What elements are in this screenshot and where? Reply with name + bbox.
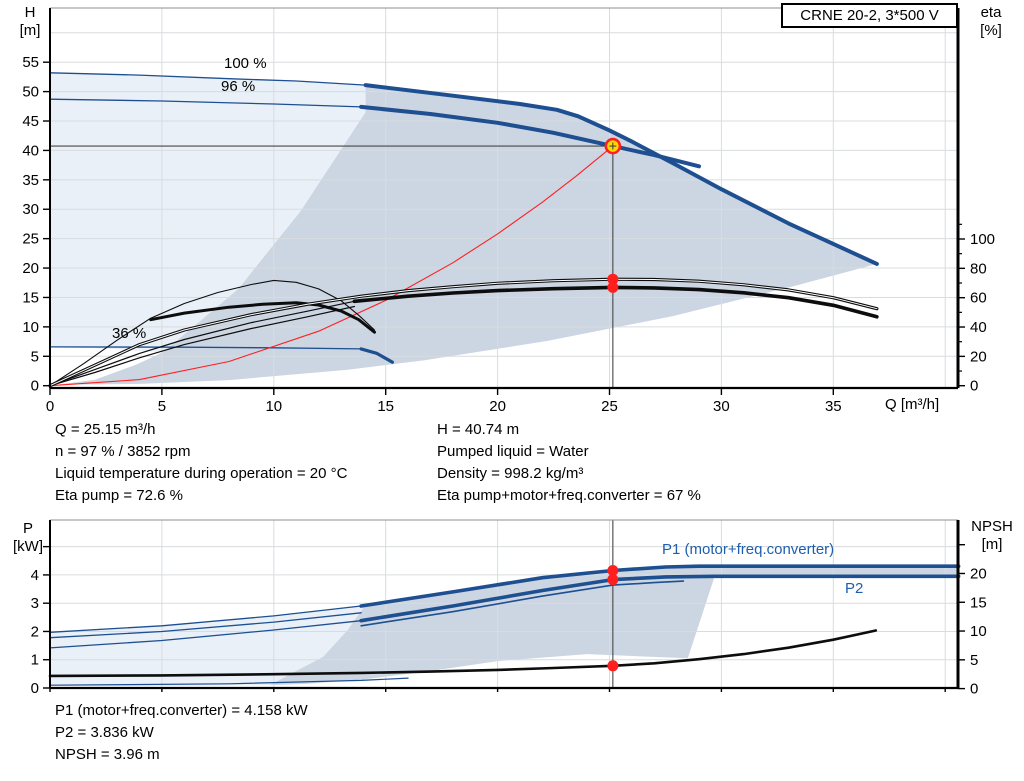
right-tick-label: 40 xyxy=(970,319,987,336)
power-light-area xyxy=(50,604,366,686)
p1-curve-label: P1 (motor+freq.converter) xyxy=(662,541,835,558)
speed-label-36: 36 % xyxy=(112,325,147,342)
eta-total-curve xyxy=(352,285,879,319)
left-tick-label: 5 xyxy=(31,348,39,365)
left-tick-label: 40 xyxy=(22,142,39,159)
power-results: P1 (motor+freq.converter) = 4.158 kW P2 … xyxy=(55,700,308,766)
left-tick-label: 25 xyxy=(22,231,39,248)
result-p2: P2 = 3.836 kW xyxy=(55,724,154,741)
eta-axis-label: eta [%] xyxy=(969,4,1013,40)
result-eta-total: Eta pump+motor+freq.converter = 67 % xyxy=(437,487,701,504)
h-axis-label: H [m] xyxy=(12,4,48,40)
p1-thin xyxy=(49,605,362,633)
eta-total-point xyxy=(607,281,619,293)
npsh-curve xyxy=(48,629,878,678)
x-tick-label: 20 xyxy=(489,398,506,415)
x-tick-label: 30 xyxy=(713,398,730,415)
npsh-axis-label: NPSH [m] xyxy=(962,518,1022,554)
left-tick-label: 15 xyxy=(22,289,39,306)
system-curve xyxy=(49,145,614,387)
right-tick-label: 15 xyxy=(970,594,987,611)
x-tick-label: 10 xyxy=(265,398,282,415)
qh-96pct-thin xyxy=(49,98,362,108)
p-under-thin xyxy=(360,580,685,627)
p-mid-thin xyxy=(49,612,362,639)
eta-36pct-total xyxy=(149,301,376,334)
qh-100pct-max xyxy=(363,83,879,266)
result-speed: n = 97 % / 3852 rpm xyxy=(55,443,191,460)
p-low-thin xyxy=(49,677,409,686)
eta-axis-label-symbol: eta xyxy=(980,4,1002,21)
left-tick-label: 4 xyxy=(31,567,39,584)
p-axis-label: P [kW] xyxy=(8,520,48,556)
result-density: Density = 998.2 kg/m³ xyxy=(437,465,584,482)
eta-rise-b xyxy=(49,305,355,387)
left-tick-label: 35 xyxy=(22,172,39,189)
eta-pump-curve-inner xyxy=(49,278,878,387)
speed-label-96: 96 % xyxy=(221,78,256,95)
x-tick-label: 5 xyxy=(158,398,166,415)
h-axis-label-unit: [m] xyxy=(19,22,41,39)
left-tick-label: 2 xyxy=(31,623,39,640)
pump-type-badge: CRNE 20-2, 3*500 V xyxy=(781,3,958,28)
eta-pump-point xyxy=(607,273,619,285)
right-tick-label: 0 xyxy=(970,378,978,395)
result-npsh: NPSH = 3.96 m xyxy=(55,746,160,763)
left-tick-label: 30 xyxy=(22,201,39,218)
left-tick-label: 20 xyxy=(22,260,39,277)
p2-point xyxy=(607,574,619,586)
left-tick-label: 0 xyxy=(31,378,39,395)
qh-36pct-max xyxy=(359,347,394,364)
left-tick-label: 45 xyxy=(22,113,39,130)
npsh-axis-label-symbol: NPSH xyxy=(971,518,1013,535)
right-tick-label: 20 xyxy=(970,348,987,365)
speed-label-100: 100 % xyxy=(224,55,267,72)
eta-rise-a xyxy=(49,300,355,387)
q-axis-label: Q [m³/h] xyxy=(885,396,940,413)
right-tick-label: 5 xyxy=(970,652,978,669)
left-tick-label: 1 xyxy=(31,652,39,669)
left-tick-label: 3 xyxy=(31,595,39,612)
right-tick-label: 10 xyxy=(970,623,987,640)
x-tick-label: 25 xyxy=(601,398,618,415)
right-tick-label: 20 xyxy=(970,565,987,582)
right-tick-label: 80 xyxy=(970,260,987,277)
p1-point xyxy=(607,564,619,576)
x-tick-label: 35 xyxy=(825,398,842,415)
h-axis-label-symbol: H xyxy=(24,4,36,21)
npsh-axis-label-unit: [m] xyxy=(981,536,1003,553)
envelope-light-area xyxy=(50,72,366,353)
power-dark-area xyxy=(269,566,959,686)
left-tick-label: 10 xyxy=(22,319,39,336)
p2-thin xyxy=(49,620,362,649)
result-liquid-temp: Liquid temperature during operation = 20… xyxy=(55,465,348,482)
result-pumped-liquid: Pumped liquid = Water xyxy=(437,443,589,460)
result-h: H = 40.74 m xyxy=(437,421,520,438)
p2-curve-label: P2 xyxy=(845,580,864,597)
duty-results-right: H = 40.74 m Pumped liquid = Water Densit… xyxy=(437,419,701,507)
result-q: Q = 25.15 m³/h xyxy=(55,421,156,438)
left-tick-label: 55 xyxy=(22,54,39,71)
right-tick-label: 100 xyxy=(970,231,995,248)
left-tick-label: 50 xyxy=(22,84,39,101)
duty-results-left: Q = 25.15 m³/h n = 97 % / 3852 rpm Liqui… xyxy=(55,419,347,507)
envelope-dark-area xyxy=(56,85,877,385)
left-tick-label: 0 xyxy=(31,680,39,697)
qh-100pct-thin xyxy=(49,72,367,86)
right-tick-label: 0 xyxy=(970,681,978,698)
p-axis-label-symbol: P xyxy=(22,520,33,537)
x-tick-label: 0 xyxy=(46,398,54,415)
result-p1: P1 (motor+freq.converter) = 4.158 kW xyxy=(55,702,308,719)
npsh-point xyxy=(607,660,619,672)
result-eta-pump: Eta pump = 72.6 % xyxy=(55,487,183,504)
qh-36pct-thin xyxy=(49,346,362,350)
x-tick-label: 15 xyxy=(377,398,394,415)
qh-duty-97pct xyxy=(359,104,701,169)
right-tick-label: 60 xyxy=(970,290,987,307)
p-axis-label-unit: [kW] xyxy=(13,538,43,555)
eta-axis-label-unit: [%] xyxy=(980,22,1002,39)
